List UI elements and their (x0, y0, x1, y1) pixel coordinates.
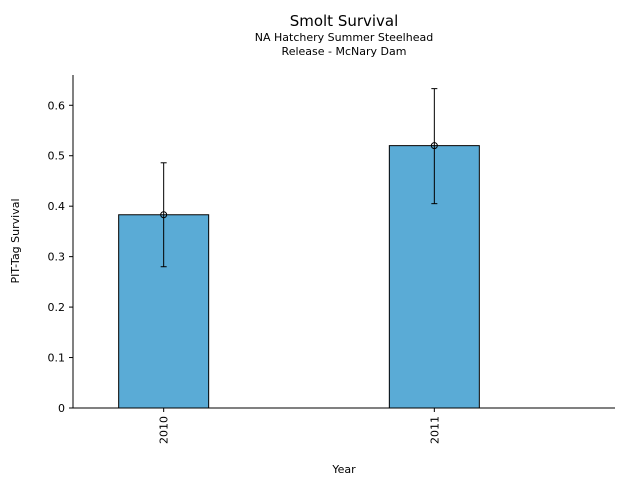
y-tick-label: 0.2 (48, 301, 66, 314)
y-tick-label: 0.5 (48, 150, 66, 163)
value-marker-2010 (160, 211, 168, 219)
chart-title: Smolt Survival (289, 12, 399, 30)
y-tick-label: 0 (58, 402, 65, 415)
y-axis-ticks: 0 0.1 0.2 0.3 0.4 0.5 0.6 (48, 99, 73, 415)
y-tick-label: 0.1 (48, 352, 66, 365)
x-axis-label: Year (331, 463, 356, 476)
y-tick-label: 0.4 (48, 200, 66, 213)
y-tick-label: 0.6 (48, 99, 66, 112)
chart-subtitle-line-1: NA Hatchery Summer Steelhead (254, 31, 434, 44)
value-marker-2011 (430, 142, 438, 150)
x-tick-label-2011: 2011 (428, 416, 441, 444)
y-axis-label: PIT-Tag Survival (9, 198, 22, 283)
chart-subtitle-line-2: Release - McNary Dam (281, 45, 407, 58)
error-bars-group (160, 88, 438, 268)
x-tick-label-2010: 2010 (158, 416, 171, 444)
bars-group (118, 145, 480, 409)
x-axis-ticks: 2010 2011 (158, 408, 441, 444)
y-tick-label: 0.3 (48, 251, 66, 264)
